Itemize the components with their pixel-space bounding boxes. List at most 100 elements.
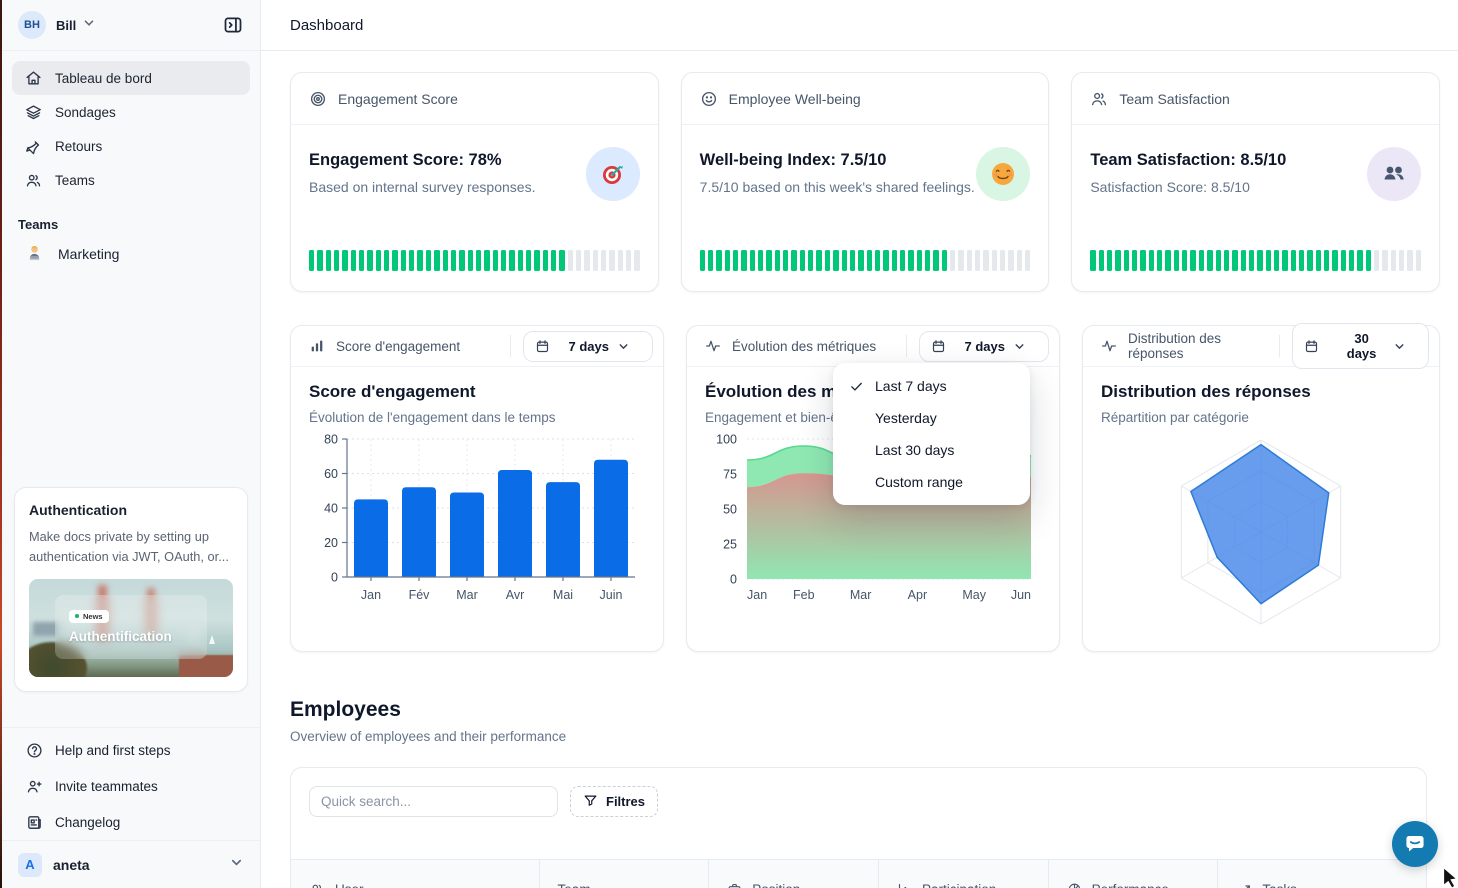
sidebar-item-tableau-de-bord[interactable]: Tableau de bord — [12, 61, 250, 95]
svg-text:0: 0 — [331, 571, 338, 585]
users-icon — [309, 882, 325, 888]
authentication-promo-card[interactable]: Authentication Make docs private by sett… — [14, 487, 248, 692]
column-header-performance[interactable]: Performance — [1047, 860, 1218, 888]
menu-item-yesterday[interactable]: Yesterday — [875, 410, 937, 426]
user-avatar[interactable]: BH — [18, 11, 46, 39]
svg-text:Jan: Jan — [361, 588, 381, 602]
user-plus-icon — [26, 778, 43, 795]
main-area: Dashboard Engagement Score Engagement Sc… — [261, 0, 1458, 888]
svg-text:Fév: Fév — [409, 588, 431, 602]
chat-launcher-button[interactable] — [1392, 821, 1438, 867]
menu-item-custom-range[interactable]: Custom range — [875, 474, 963, 490]
auth-card-image: News Authentification — [29, 578, 233, 677]
sidebar-item-sondages[interactable]: Sondages — [12, 95, 250, 129]
column-header-user[interactable]: User — [291, 860, 539, 888]
distribution-radar-chart — [1101, 417, 1421, 647]
metrics-area-chart: 0 25 50 75 100 Jan Feb Mar Apr May Jun — [705, 431, 1041, 616]
stat-card-header-label: Employee Well-being — [728, 90, 861, 107]
help-and-first-steps[interactable]: Help and first steps — [12, 732, 250, 768]
user-name[interactable]: Bill — [56, 17, 77, 33]
svg-text:Juin: Juin — [600, 588, 623, 602]
footer-item-label: Help and first steps — [55, 742, 171, 758]
column-header-team[interactable]: Team — [538, 860, 709, 888]
stat-card-header-label: Team Satisfaction — [1119, 90, 1230, 107]
chart-title: Distribution des réponses — [1101, 382, 1311, 401]
employees-table-card: Filtres User Team Position — [290, 767, 1427, 888]
smiley-outline-icon — [700, 90, 718, 108]
workspace-switcher[interactable]: A aneta — [2, 840, 260, 888]
technologist-emoji-icon — [25, 243, 44, 265]
sidebar-collapse-button[interactable] — [220, 12, 246, 38]
sidebar-item-teams[interactable]: Teams — [12, 163, 250, 197]
wellbeing-progress-bar — [699, 250, 1031, 271]
employees-subtitle: Overview of employees and their performa… — [290, 729, 567, 744]
mouse-cursor — [1440, 866, 1458, 888]
footer-item-label: Invite teammates — [55, 778, 158, 794]
svg-text:Jun: Jun — [1011, 588, 1031, 602]
svg-text:75: 75 — [723, 468, 737, 482]
stat-subtext: Based on internal survey responses. — [309, 179, 536, 195]
svg-text:0: 0 — [730, 573, 737, 587]
stat-subtext: 7.5/10 based on this week's shared feeli… — [699, 179, 975, 195]
svg-text:Feb: Feb — [793, 588, 815, 602]
activity-icon — [705, 338, 721, 354]
sidebar-item-label: Retours — [55, 138, 103, 154]
briefcase-icon — [727, 882, 742, 888]
stat-headline: Well-being Index: 7.5/10 — [699, 151, 887, 169]
screen-edge-artifact — [0, 0, 2, 888]
busts-emoji-icon — [1367, 147, 1422, 201]
chevron-down-icon — [229, 855, 244, 875]
megaphone-icon — [25, 138, 42, 155]
chart-header-label: Score d'engagement — [336, 338, 461, 354]
activity-icon — [1101, 338, 1117, 354]
invite-teammates[interactable]: Invite teammates — [12, 768, 250, 804]
bar-chart-icon — [897, 882, 912, 888]
date-range-button[interactable]: 7 days — [522, 330, 653, 362]
users-icon — [1090, 90, 1108, 108]
chevron-down-icon — [1013, 340, 1026, 353]
response-distribution-card: Distribution des réponses 30 days Distri… — [1082, 323, 1440, 652]
sidebar-item-marketing[interactable]: Marketing — [12, 236, 250, 272]
employees-table-header: User Team Position Participation — [291, 859, 1426, 888]
date-range-dropdown-menu: Last 7 days Yesterday Last 30 days Custo… — [833, 363, 1030, 505]
svg-text:50: 50 — [723, 503, 737, 517]
calendar-icon — [535, 339, 550, 354]
changelog[interactable]: Changelog — [12, 804, 250, 840]
svg-text:25: 25 — [723, 538, 737, 552]
page-title: Dashboard — [290, 16, 364, 34]
chart-subtitle: Engagement et bien-être — [705, 410, 854, 425]
sidebar-item-retours[interactable]: Retours — [12, 129, 250, 163]
employees-title: Employees — [290, 698, 401, 721]
stat-card-header-label: Engagement Score — [338, 90, 458, 107]
date-range-button[interactable]: 7 days — [918, 330, 1049, 362]
svg-text:Jan: Jan — [747, 588, 767, 602]
wellbeing-card: Employee Well-being Well-being Index: 7.… — [680, 72, 1050, 292]
menu-item-last-30-days[interactable]: Last 30 days — [875, 442, 955, 458]
engagement-progress-bar — [309, 250, 640, 271]
chart-header-label: Distribution des réponses — [1128, 331, 1222, 361]
target-rings-icon — [309, 90, 327, 108]
svg-text:Apr: Apr — [908, 588, 927, 602]
home-icon — [25, 70, 42, 87]
filters-button[interactable]: Filtres — [570, 786, 659, 817]
team-item-label: Marketing — [58, 246, 120, 262]
svg-text:Mar: Mar — [456, 588, 478, 602]
menu-item-last-7-days[interactable]: Last 7 days — [833, 370, 1030, 402]
team-satisfaction-card: Team Satisfaction Team Satisfaction: 8.5… — [1071, 72, 1441, 292]
sidebar: BH Bill Tableau de bord Sondages Retours — [2, 0, 261, 888]
column-header-participation[interactable]: Participation — [877, 860, 1048, 888]
satisfaction-progress-bar — [1090, 250, 1422, 271]
chart-cards-row: Score d'engagement 7 days Score d'engage… — [290, 323, 1440, 652]
workspace-name: aneta — [53, 856, 90, 873]
svg-text:May: May — [962, 588, 986, 602]
column-header-position[interactable]: Position — [708, 860, 878, 888]
stat-headline: Engagement Score: 78% — [309, 151, 502, 169]
chevron-down-icon — [1393, 340, 1406, 353]
column-header-tasks[interactable]: Tasks — [1217, 860, 1426, 888]
news-badge: News — [69, 609, 109, 623]
search-input[interactable] — [309, 786, 558, 817]
workspace-avatar: A — [18, 852, 42, 877]
employees-section: Employees Overview of employees and thei… — [290, 698, 1440, 888]
date-range-button[interactable]: 30 days — [1292, 323, 1429, 369]
